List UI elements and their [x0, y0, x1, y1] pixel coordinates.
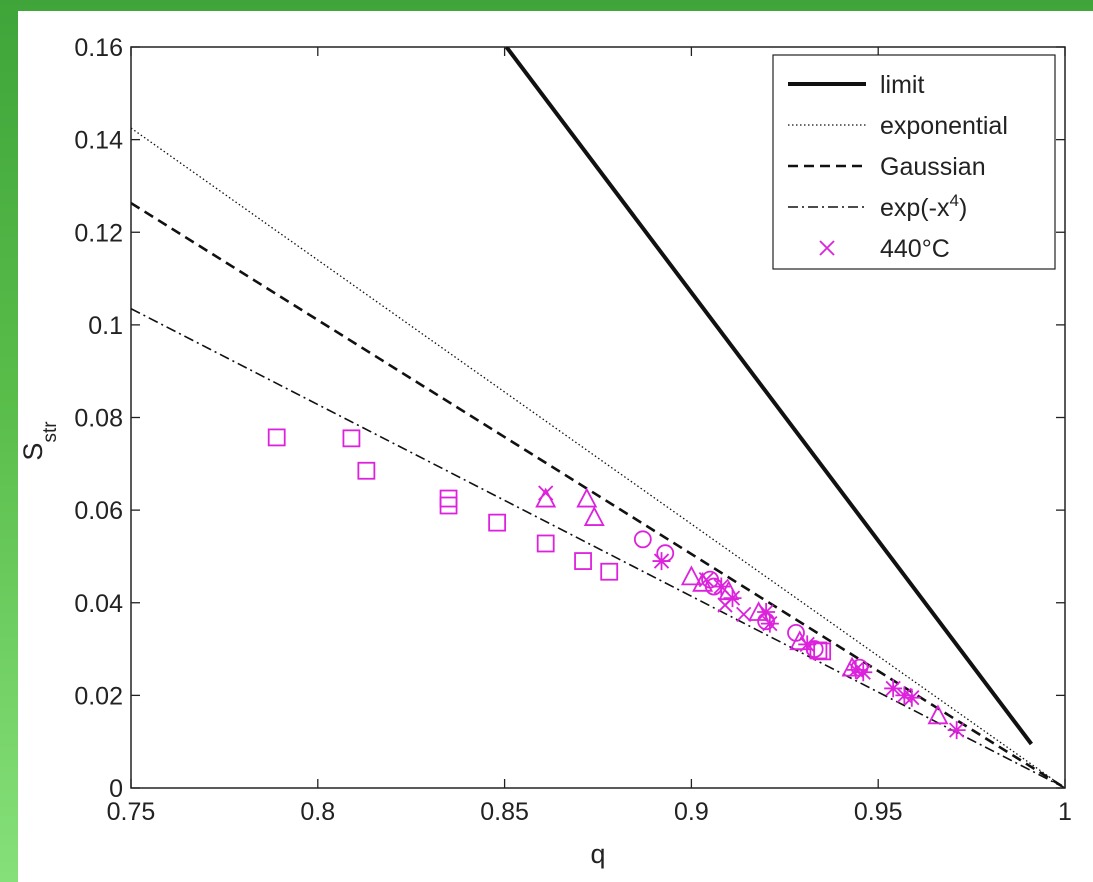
marker-asterisk [895, 686, 914, 705]
legend: limit exponential Gaussian exp(-x4) 440°C [772, 54, 1056, 270]
y-tick-label: 0.08 [74, 405, 123, 433]
legend-box [772, 54, 1056, 270]
x-tick-label: 1 [1058, 798, 1072, 826]
legend-label: limit [880, 71, 924, 99]
marker-asterisk [947, 721, 966, 740]
marker-square [574, 552, 592, 570]
y-tick-label: 0.04 [74, 590, 123, 618]
marker-triangle [583, 506, 605, 526]
x-tick-label: 0.9 [674, 798, 709, 826]
x-axis-title: q [590, 839, 605, 869]
marker-asterisk [723, 589, 742, 608]
marker-triangle [680, 565, 702, 586]
marker-x [538, 485, 554, 501]
x-tick-label: 0.8 [300, 798, 335, 826]
legend-label: Gaussian [880, 153, 986, 181]
y-tick-label: 0.12 [74, 219, 123, 247]
chart: 0.75 0.8 0.85 0.9 0.95 1 0 0.02 0.04 0.06 0.08 0.1 0… [18, 34, 1072, 869]
y-axis-title-main: S [18, 443, 48, 461]
y-tick-label: 0.02 [74, 682, 123, 710]
marker-square [267, 428, 286, 447]
marker-square [357, 461, 376, 480]
marker-asterisk [884, 679, 903, 698]
x-tick-label: 0.75 [107, 798, 156, 826]
marker-asterisk [760, 614, 779, 633]
marker-circle [787, 623, 805, 642]
y-tick-label: 0 [109, 775, 123, 803]
marker-square [536, 534, 555, 553]
y-axis-title-sub: str [40, 421, 61, 443]
marker-triangle [576, 487, 598, 508]
legend-marker-x [819, 240, 835, 256]
marker-square [342, 429, 361, 448]
y-tick-label: 0.1 [88, 312, 123, 340]
legend-label: exp(-x4) [880, 191, 967, 222]
figure-panel: 0.75 0.8 0.85 0.9 0.95 1 0 0.02 0.04 0.06 0.08 0.1 0… [18, 11, 1093, 882]
marker-asterisk [652, 552, 671, 571]
series-line-dashdot [131, 307, 1065, 788]
marker-square [439, 496, 458, 515]
marker-square [600, 562, 619, 581]
x-tick-label: 0.95 [854, 798, 903, 826]
y-tick-label: 0.14 [74, 127, 123, 155]
marker-asterisk [712, 577, 731, 596]
marker-triangle [927, 704, 949, 725]
marker-asterisk [846, 660, 865, 679]
marker-asterisk [854, 663, 873, 682]
marker-square [488, 513, 507, 532]
y-tick-label: 0.16 [74, 34, 123, 62]
legend-label: 440°C [880, 235, 950, 263]
series-line-dotted [131, 127, 1065, 788]
y-axis-title: Sstr [18, 421, 61, 461]
legend-label: exponential [880, 112, 1008, 140]
y-tick-label: 0.06 [74, 497, 123, 525]
x-tick-label: 0.85 [480, 798, 529, 826]
marker-asterisk [902, 688, 921, 707]
marker-asterisk [798, 635, 817, 654]
marker-asterisk [757, 603, 776, 622]
series-line-solid [504, 47, 1033, 746]
svg-text:Sstr: Sstr [18, 421, 61, 461]
marker-circle [633, 530, 652, 549]
marker-x [698, 571, 714, 588]
marker-x [736, 606, 752, 622]
